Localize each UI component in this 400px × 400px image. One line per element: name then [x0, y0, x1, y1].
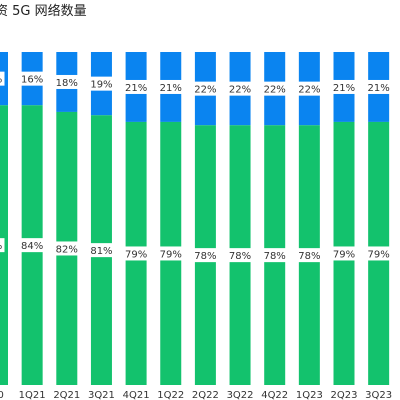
data-label-green: 79%	[333, 249, 355, 260]
data-label-green: 79%	[368, 249, 390, 260]
data-label-green-bg	[0, 238, 5, 253]
data-label-green-bg	[367, 246, 390, 261]
data-label-green-bg	[298, 248, 321, 263]
data-label-green-bg	[194, 248, 217, 263]
data-label-green-bg	[125, 246, 148, 261]
x-tick-label: 1Q21	[19, 390, 46, 400]
data-label-blue-bg	[228, 81, 252, 96]
data-label-green: 78%	[229, 251, 251, 262]
data-label-blue-bg	[263, 81, 286, 96]
data-label-green-bg	[159, 246, 182, 261]
data-label-green: 78%	[194, 251, 216, 262]
data-label-blue-bg	[90, 76, 113, 91]
data-label-blue: 18%	[56, 78, 78, 89]
data-label-blue: 22%	[264, 85, 286, 96]
chart-title: 资 5G 网络数量	[0, 4, 87, 19]
data-label-green-bg	[21, 238, 44, 253]
data-label-blue: 22%	[298, 85, 320, 96]
x-tick-label: 4Q22	[261, 390, 288, 400]
data-label-blue: 16%	[21, 75, 43, 86]
data-label-blue-bg	[194, 81, 217, 96]
data-label-green-bg	[55, 241, 78, 256]
data-label-green: 81%	[90, 246, 112, 257]
data-label-blue: 21%	[368, 83, 390, 94]
data-label-blue-bg	[21, 71, 44, 86]
data-label-blue: 22%	[229, 85, 251, 96]
data-label-green: 79%	[160, 249, 182, 260]
data-label-blue-bg	[332, 79, 356, 94]
x-tick-label: 3Q21	[88, 390, 115, 400]
data-label-blue: %	[0, 75, 2, 86]
data-label-green: 79%	[125, 249, 147, 260]
x-tick-label: 1Q22	[157, 390, 184, 400]
data-label-green: 84%	[21, 241, 43, 252]
data-label-blue: 21%	[125, 83, 147, 94]
x-tick-label: 3Q23	[365, 390, 392, 400]
x-tick-label: 2Q23	[331, 390, 358, 400]
data-label-blue: 19%	[90, 80, 112, 91]
data-label-green-bg	[90, 243, 113, 258]
data-label-blue: 21%	[333, 83, 355, 94]
data-label-blue-bg	[55, 74, 78, 89]
data-label-blue-bg	[367, 79, 390, 94]
data-label-blue-bg	[125, 79, 148, 94]
x-tick-label: 3Q22	[227, 390, 254, 400]
data-label-green-bg	[228, 248, 252, 263]
x-tick-label: 2Q22	[192, 390, 219, 400]
data-label-blue-bg	[159, 79, 182, 94]
x-tick-label: 20	[0, 390, 4, 400]
x-tick-label: 1Q23	[296, 390, 323, 400]
data-label-blue: 22%	[194, 85, 216, 96]
data-label-green: %	[0, 241, 2, 252]
data-label-green-bg	[332, 246, 356, 261]
data-label-green: 78%	[298, 251, 320, 262]
data-label-green-bg	[263, 248, 286, 263]
data-label-blue: 21%	[160, 83, 182, 94]
x-tick-label: 2Q21	[53, 390, 80, 400]
data-label-green: 78%	[264, 251, 286, 262]
data-label-blue-bg	[298, 81, 321, 96]
data-label-blue-bg	[0, 71, 5, 86]
x-tick-label: 4Q21	[123, 390, 150, 400]
data-label-green: 82%	[56, 244, 78, 255]
